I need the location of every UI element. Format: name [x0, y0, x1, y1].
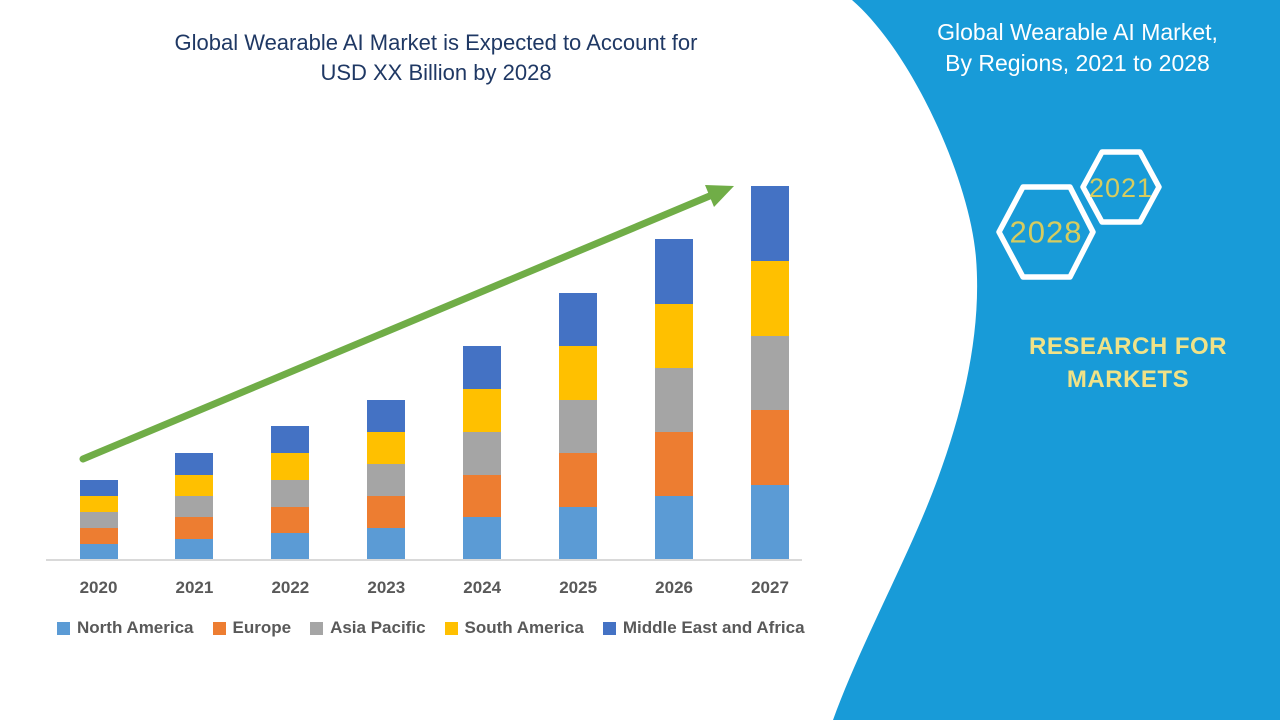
- brand-line1: RESEARCH FOR: [1028, 333, 1227, 360]
- bar-segment-2021-north-america: [175, 538, 214, 560]
- bar-segment-2025-asia-pacific: [559, 399, 598, 454]
- bar-segment-2026-europe: [655, 431, 694, 496]
- chart-legend: North America Europe Asia Pacific South Ame…: [57, 618, 805, 638]
- bar-segment-2027-europe: [751, 410, 789, 486]
- x-axis-label-2025: 2025: [559, 578, 598, 597]
- stacked-bar-2020: [79, 479, 118, 560]
- bar-segment-2022-middle-east-and-africa: [271, 426, 310, 454]
- stacked-bar-2024: [463, 346, 502, 560]
- bar-segment-2020-south-america: [79, 495, 118, 512]
- bar-segment-2021-asia-pacific: [175, 495, 214, 518]
- legend-label: North America: [77, 618, 194, 637]
- chart-title: Global Wearable AI Market is Expected to…: [0, 28, 872, 88]
- legend-swatch-icon: [57, 621, 70, 635]
- bar-segment-2023-south-america: [367, 431, 406, 464]
- x-axis-label-2021: 2021: [175, 578, 214, 597]
- bar-segment-2023-asia-pacific: [367, 463, 406, 496]
- bar-segment-2026-south-america: [655, 303, 694, 368]
- x-axis-label-2027: 2027: [751, 578, 789, 597]
- bar-segment-2020-middle-east-and-africa: [79, 479, 118, 496]
- legend-label: Europe: [232, 618, 292, 637]
- bar-segment-2020-north-america: [79, 543, 118, 560]
- bar-segment-2021-middle-east-and-africa: [175, 453, 214, 475]
- side-panel-title-line2: By Regions, 2021 to 2028: [945, 50, 1210, 76]
- bar-segment-2025-europe: [559, 453, 598, 507]
- legend-label: South America: [464, 618, 584, 637]
- hexagon-2021-outline-icon: [1080, 149, 1162, 225]
- bar-segment-2022-asia-pacific: [271, 479, 310, 507]
- bar-segment-2024-middle-east-and-africa: [463, 346, 502, 390]
- x-axis-label-2022: 2022: [271, 578, 310, 597]
- bar-segment-2025-south-america: [559, 346, 598, 400]
- chart-title-line2: USD XX Billion by 2028: [320, 60, 552, 85]
- legend-item-europe: Europe: [212, 618, 292, 638]
- legend-swatch-icon: [212, 621, 226, 635]
- bar-segment-2026-asia-pacific: [655, 367, 694, 432]
- brand-logo-text: RESEARCH FOR MARKETS: [1000, 330, 1256, 396]
- bar-segment-2024-asia-pacific: [463, 431, 502, 475]
- bar-segment-2021-europe: [175, 517, 214, 539]
- hexagon-2028-label: 2028: [1010, 215, 1083, 250]
- bar-segment-2024-north-america: [463, 517, 502, 560]
- legend-item-asia-pacific: Asia Pacific: [310, 618, 426, 638]
- stacked-bar-2026: [655, 239, 694, 560]
- bar-segment-2027-middle-east-and-africa: [751, 186, 789, 261]
- legend-label: Middle East and Africa: [622, 618, 805, 637]
- legend-swatch-icon: [444, 621, 458, 635]
- bar-segment-2025-middle-east-and-africa: [559, 292, 598, 347]
- legend-label: Asia Pacific: [330, 618, 426, 637]
- hexagon-2028: [996, 184, 1096, 280]
- bar-segment-2022-europe: [271, 506, 310, 534]
- side-panel-title-line1: Global Wearable AI Market,: [937, 19, 1218, 45]
- x-axis-label-2020: 2020: [79, 578, 118, 597]
- legend-swatch-icon: [602, 621, 616, 635]
- bar-segment-2023-europe: [367, 495, 406, 528]
- chart-title-line1: Global Wearable AI Market is Expected to…: [174, 30, 698, 55]
- stacked-bar-2025: [559, 292, 598, 560]
- x-axis-label-2024: 2024: [463, 578, 502, 597]
- bar-segment-2022-north-america: [271, 533, 310, 560]
- hexagon-2028-outline-icon: [996, 184, 1096, 280]
- stacked-bar-2027: [751, 186, 789, 560]
- bar-segment-2027-asia-pacific: [751, 335, 789, 411]
- bar-segment-2024-south-america: [463, 389, 502, 432]
- bar-segment-2022-south-america: [271, 453, 310, 480]
- stacked-bar-2021: [175, 453, 214, 560]
- bar-segment-2021-south-america: [175, 474, 214, 496]
- legend-item-north-america: North America: [57, 618, 194, 638]
- bar-segment-2023-north-america: [367, 527, 406, 560]
- legend-swatch-icon: [310, 621, 324, 635]
- bar-segment-2020-asia-pacific: [79, 511, 118, 528]
- stacked-bar-2022: [271, 426, 310, 560]
- stacked-bar-2023: [367, 399, 406, 560]
- brand-line2: MARKETS: [1066, 366, 1190, 393]
- legend-item-south-america: South America: [444, 618, 584, 638]
- hexagon-2021: [1080, 149, 1162, 225]
- x-axis-label-2026: 2026: [655, 578, 693, 597]
- hexagon-2021-label: 2021: [1089, 173, 1153, 203]
- bar-segment-2027-south-america: [751, 260, 789, 336]
- x-axis-label-2023: 2023: [367, 578, 406, 597]
- side-panel-title: Global Wearable AI Market, By Regions, 2…: [895, 17, 1260, 79]
- bar-segment-2026-north-america: [655, 495, 694, 560]
- legend-item-middle-east-and-africa: Middle East and Africa: [602, 618, 805, 638]
- bar-segment-2020-europe: [79, 527, 118, 544]
- trend-arrow-head-icon: [705, 185, 734, 207]
- bar-segment-2024-europe: [463, 474, 502, 518]
- bar-segment-2025-north-america: [559, 506, 598, 560]
- bar-segment-2027-north-america: [751, 485, 789, 560]
- bar-segment-2023-middle-east-and-africa: [367, 399, 406, 432]
- x-axis-line: [46, 559, 802, 561]
- bar-segment-2026-middle-east-and-africa: [655, 239, 694, 304]
